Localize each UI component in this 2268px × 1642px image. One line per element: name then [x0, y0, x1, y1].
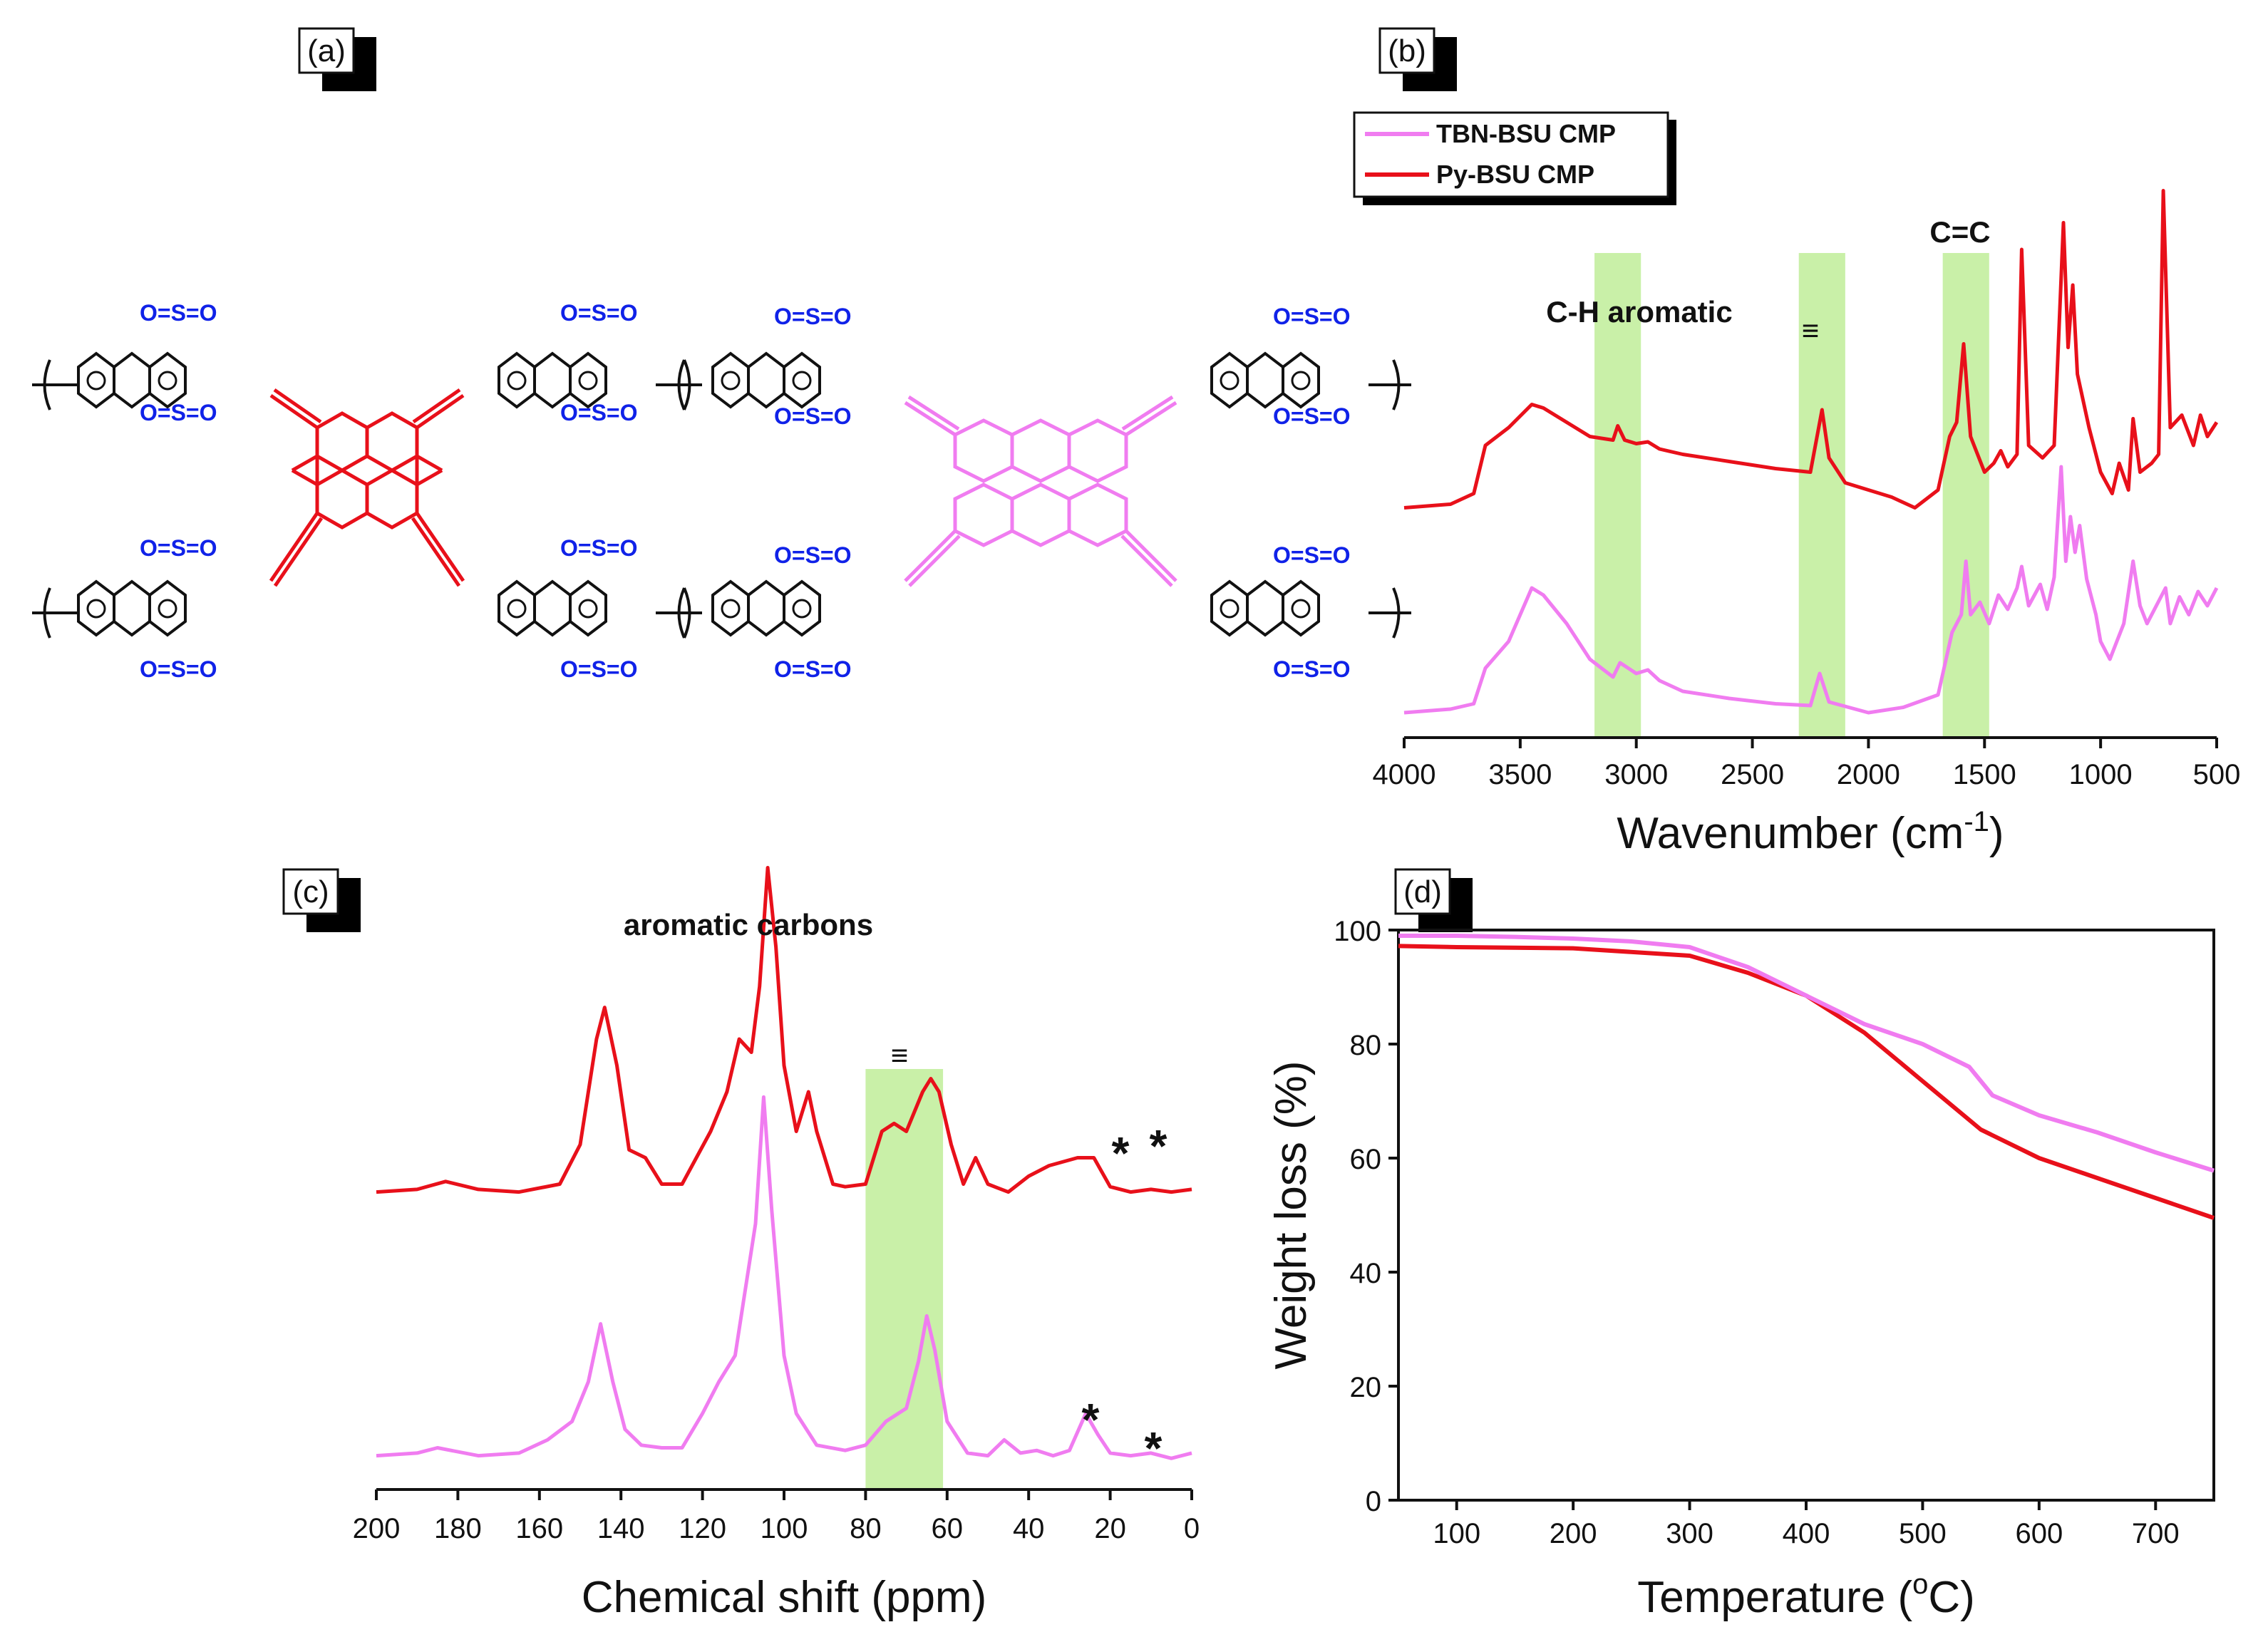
legend-label-tbn: TBN-BSU CMP	[1436, 119, 1616, 148]
series-py-bsu-cmp	[1403, 189, 2219, 510]
sulfone-label: O=S=O	[560, 400, 638, 425]
panel-label-a-text: (a)	[307, 33, 346, 68]
x-tick-label: 40	[1013, 1513, 1045, 1544]
sulfone-label: O=S=O	[560, 656, 638, 682]
panel-label-c: (c)	[282, 868, 361, 932]
x-tick-label: 120	[679, 1513, 726, 1544]
sideband-star: *	[1145, 1422, 1163, 1474]
y-tick-label: 20	[1350, 1372, 1382, 1403]
x-tick-label: 2000	[1837, 759, 1900, 790]
series-tbn-bsu-cmp	[1398, 934, 2215, 1173]
x-tick-label: 700	[2132, 1518, 2180, 1549]
panel-label-c-text: (c)	[292, 874, 329, 909]
sideband-star: *	[1150, 1120, 1167, 1172]
panel-label-b-text: (b)	[1388, 33, 1426, 68]
x-tick-label: 100	[1433, 1518, 1480, 1549]
highlight-band-1	[1798, 253, 1845, 738]
sulfone-label: O=S=O	[1273, 656, 1351, 682]
y-tick-label: 100	[1334, 916, 1381, 947]
sulfone-label: O=S=O	[560, 535, 638, 561]
x-axis-title: Wavenumber (cm-1)	[1617, 806, 2004, 858]
x-tick-label: 2500	[1721, 759, 1784, 790]
x-tick-label: 200	[353, 1513, 401, 1544]
x-tick-label: 600	[2015, 1518, 2063, 1549]
annotation-aromatic-carbons: aromatic carbons	[624, 908, 873, 941]
series-tbn-bsu-cmp	[1403, 465, 2219, 715]
x-tick-label: 400	[1783, 1518, 1830, 1549]
x-tick-label: 3000	[1604, 759, 1668, 790]
series-py-bsu-cmp	[376, 866, 1192, 1194]
x-tick-label: 180	[434, 1513, 482, 1544]
sideband-star: *	[1082, 1394, 1100, 1445]
y-tick-label: 0	[1366, 1486, 1381, 1517]
panel-label-b: (b)	[1378, 27, 1457, 91]
sulfone-label: O=S=O	[774, 656, 852, 682]
sulfone-label: O=S=O	[140, 535, 217, 561]
x-tick-label: 500	[2193, 759, 2241, 790]
sideband-star: *	[1112, 1127, 1130, 1179]
x-tick-label: 60	[932, 1513, 964, 1544]
chemical-structures: O=S=O O=S=O O=S=O O=S=O O=S=O O=S=O O=S=…	[32, 300, 1411, 682]
sulfone-label: O=S=O	[774, 403, 852, 429]
tbn-bsu-structure: O=S=O O=S=O O=S=O O=S=O O=S=O O=S=O O=S=…	[677, 304, 1411, 682]
x-tick-label: 80	[850, 1513, 882, 1544]
y-axis-title: Weight loss (%)	[1267, 1061, 1316, 1370]
sulfone-label: O=S=O	[774, 542, 852, 568]
x-tick-label: 1500	[1953, 759, 2016, 790]
legend: TBN-BSU CMP Py-BSU CMP	[1353, 111, 1676, 205]
py-bsu-structure: O=S=O O=S=O O=S=O O=S=O O=S=O O=S=O O=S=…	[32, 300, 702, 682]
y-tick-label: 40	[1350, 1258, 1382, 1289]
ftir-chart: 4000 3500 3000 2500 2000 1500 1000 500 Wavenumb…	[1353, 111, 2241, 858]
sulfone-label: O=S=O	[1273, 304, 1351, 329]
highlight-band-2	[1942, 253, 1989, 738]
x-tick-label: 140	[597, 1513, 645, 1544]
highlight-band-0	[1594, 253, 1641, 738]
x-tick-label: 4000	[1373, 759, 1436, 790]
y-tick-label: 80	[1350, 1030, 1382, 1061]
sulfone-label: O=S=O	[140, 300, 217, 326]
nmr-chart: 200 180 160 140 120 100 80 60 40 20 0 Chemical shi…	[353, 866, 1200, 1622]
x-tick-label: 1000	[2069, 759, 2133, 790]
y-tick-label: 60	[1350, 1144, 1382, 1175]
tga-chart: 100 200 300 400 500 600 700 0 20 40 60 80 100 Temper…	[1267, 916, 2215, 1622]
x-tick-label: 300	[1666, 1518, 1713, 1549]
x-tick-label: 500	[1899, 1518, 1947, 1549]
annotation-triple-bond: ≡	[891, 1038, 909, 1072]
annotation-ch-aromatic: C-H aromatic	[1546, 295, 1732, 329]
x-tick-label: 100	[761, 1513, 808, 1544]
sulfone-label: O=S=O	[560, 300, 638, 326]
series-py-bsu-cmp	[1398, 944, 2215, 1220]
x-tick-label: 3500	[1488, 759, 1552, 790]
sulfone-label: O=S=O	[140, 656, 217, 682]
panel-label-d: (d)	[1394, 868, 1473, 932]
x-axis-title: Chemical shift (ppm)	[582, 1573, 986, 1622]
sulfone-label: O=S=O	[140, 400, 217, 425]
x-tick-label: 200	[1550, 1518, 1597, 1549]
plot-frame	[1397, 929, 2215, 1502]
x-axis-title: Temperature (oC)	[1637, 1569, 1975, 1622]
annotation-triple-bond: ≡	[1802, 314, 1820, 347]
panel-label-a: (a)	[298, 27, 376, 91]
x-tick-label: 20	[1094, 1513, 1126, 1544]
annotation-cc: C=C	[1929, 215, 1990, 249]
legend-label-py: Py-BSU CMP	[1436, 160, 1594, 189]
series-tbn-bsu-cmp	[376, 1095, 1192, 1460]
panel-label-d-text: (d)	[1403, 874, 1442, 909]
sulfone-label: O=S=O	[1273, 403, 1351, 429]
x-tick-label: 0	[1184, 1513, 1200, 1544]
sulfone-label: O=S=O	[774, 304, 852, 329]
x-tick-label: 160	[515, 1513, 563, 1544]
sulfone-label: O=S=O	[1273, 542, 1351, 568]
